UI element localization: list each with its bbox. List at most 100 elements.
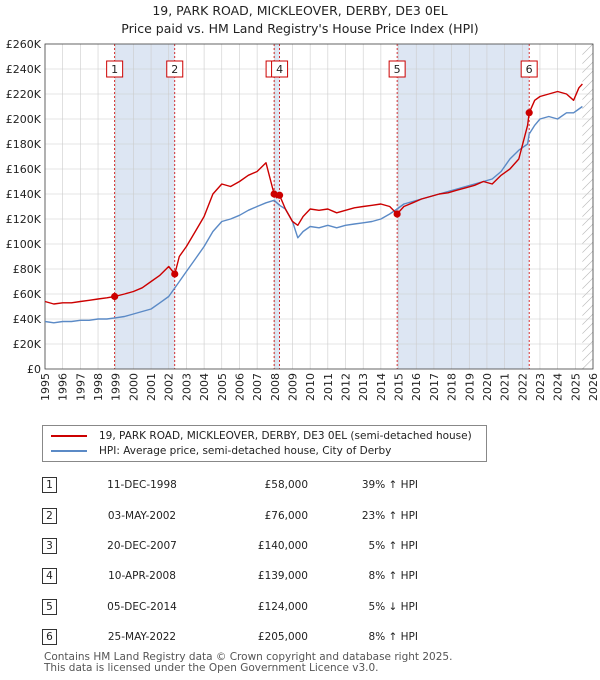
transaction-date: 05-DEC-2014 (107, 600, 177, 613)
sale-3-point (270, 190, 278, 198)
forecast-hatch-line (582, 241, 594, 253)
forecast-hatch-line (582, 304, 594, 316)
y-tick-label: £200K (6, 113, 42, 126)
transaction-date: 25-MAY-2022 (107, 631, 177, 644)
forecast-hatch-line (582, 43, 594, 55)
forecast-hatch-line (582, 178, 594, 190)
sale-1-point (111, 292, 119, 301)
sale-1-label-box (106, 60, 124, 78)
forecast-hatch-line (582, 250, 594, 262)
forecast-hatch-line (582, 277, 594, 289)
y-tick-label: £40K (13, 313, 42, 326)
transaction-row: 2 03-MAY-2002 £76,000 23% ↑ HPI (42, 500, 418, 530)
footer: Contains HM Land Registry data © Crown c… (44, 652, 452, 674)
forecast-hatch-line (582, 295, 594, 307)
sale-6-point (525, 109, 533, 117)
forecast-hatch-line (582, 61, 594, 73)
transaction-hpi-change: 39% ↑ HPI (361, 479, 418, 492)
transaction-hpi-change: 8% ↑ HPI (368, 570, 418, 583)
forecast-hatch-line (582, 268, 594, 280)
sale-6-label: 6 (526, 63, 533, 76)
x-tick-label: 2004 (198, 373, 211, 401)
price-chart: £0 £20K £40K £60K £80K £100K £120K £140K £160K £1… (6, 38, 600, 401)
forecast-hatch-line (582, 313, 594, 325)
chart-title: 19, PARK ROAD, MICKLEOVER, DERBY, DE3 0E… (152, 3, 448, 18)
x-tick-label: 1999 (110, 373, 123, 401)
transaction-price: £124,000 (257, 600, 308, 613)
forecast-hatch-line (582, 349, 594, 361)
transaction-date: 20-DEC-2007 (107, 539, 177, 552)
forecast-hatch-line (582, 205, 594, 217)
transaction-price: £139,000 (257, 570, 308, 583)
transaction-hpi-change: 23% ↑ HPI (361, 509, 418, 522)
forecast-hatch-line (582, 133, 594, 145)
footer-licence: This data is licensed under the Open Gov… (44, 662, 379, 674)
forecast-hatch-line (582, 160, 594, 172)
forecast-hatch-line (582, 358, 593, 370)
y-tick-label: £220K (6, 88, 42, 101)
forecast-hatch-line (582, 214, 594, 226)
transaction-number: 2 (42, 507, 57, 524)
forecast-hatch-line (582, 142, 594, 154)
sale-2-point (171, 270, 179, 278)
x-tick-label: 2022 (516, 373, 529, 401)
x-tick-label: 2023 (534, 373, 547, 401)
transaction-price: £76,000 (264, 509, 308, 522)
x-tick-label: 2008 (269, 373, 282, 401)
x-tick-label: 2006 (233, 373, 246, 401)
transaction-row: 4 10-APR-2008 £139,000 8% ↑ HPI (42, 561, 418, 591)
legend-item-property: 19, PARK ROAD, MICKLEOVER, DERBY, DE3 0E… (51, 428, 472, 444)
sale-2-label-box (166, 60, 184, 78)
forecast-hatch-line (582, 232, 594, 244)
forecast-hatch-line (582, 52, 594, 64)
x-tick-label: 2017 (428, 373, 441, 401)
transaction-number: 6 (42, 629, 57, 646)
x-tick-label: 2000 (127, 373, 140, 401)
y-tick-label: £20K (13, 338, 42, 351)
forecast-hatch-line (582, 97, 594, 109)
forecast-hatch-line (582, 286, 594, 298)
sale-1-label: 1 (111, 63, 118, 76)
x-tick-label: 2011 (322, 373, 335, 401)
chart-subtitle: Price paid vs. HM Land Registry's House … (121, 21, 479, 36)
transaction-row: 3 20-DEC-2007 £140,000 5% ↑ HPI (42, 531, 418, 561)
x-tick-label: 2018 (446, 373, 459, 401)
sale-5-label: 5 (394, 63, 401, 76)
x-tick-label: 2025 (569, 373, 582, 401)
x-tick-label: 1995 (39, 373, 52, 401)
series-line-property (44, 83, 583, 305)
transactions-table: 1 11-DEC-1998 £58,000 39% ↑ HPI 2 03-MAY-2002… (42, 470, 418, 652)
transaction-number: 4 (42, 568, 57, 585)
transaction-row: 5 05-DEC-2014 £124,000 5% ↓ HPI (42, 592, 418, 622)
forecast-hatch-line (582, 340, 594, 352)
x-tick-label: 2005 (216, 373, 229, 401)
forecast-hatch-line (582, 187, 594, 199)
y-tick-label: £120K (6, 213, 42, 226)
transaction-price: £140,000 (257, 539, 308, 552)
legend-swatch-hpi (51, 450, 87, 452)
forecast-hatch-line (582, 106, 594, 118)
x-tick-label: 2024 (552, 373, 565, 401)
legend-label-property: 19, PARK ROAD, MICKLEOVER, DERBY, DE3 0E… (99, 430, 472, 442)
forecast-hatch-line (582, 115, 594, 127)
sale-5-label-box (388, 60, 406, 78)
forecast-hatch-line (582, 70, 594, 82)
x-tick-label: 2009 (286, 373, 299, 401)
forecast-hatch-line (582, 124, 594, 136)
x-tick-label: 2001 (145, 373, 158, 401)
y-tick-label: £240K (6, 63, 42, 76)
forecast-hatch-line (582, 88, 594, 100)
legend-swatch-property (51, 435, 87, 437)
footer-copyright: Contains HM Land Registry data © Crown c… (44, 651, 453, 663)
sale-6-label-box (520, 60, 538, 78)
transaction-number: 5 (42, 598, 57, 615)
sale-5-point (393, 210, 401, 218)
y-tick-label: £0 (27, 363, 41, 376)
y-tick-label: £160K (6, 163, 42, 176)
forecast-hatch-line (582, 169, 594, 181)
transaction-number: 1 (42, 477, 57, 494)
transaction-price: £205,000 (257, 631, 308, 644)
shaded-period-2 (274, 44, 280, 369)
forecast-hatch-line (582, 223, 594, 235)
forecast-hatch-line (582, 79, 594, 91)
